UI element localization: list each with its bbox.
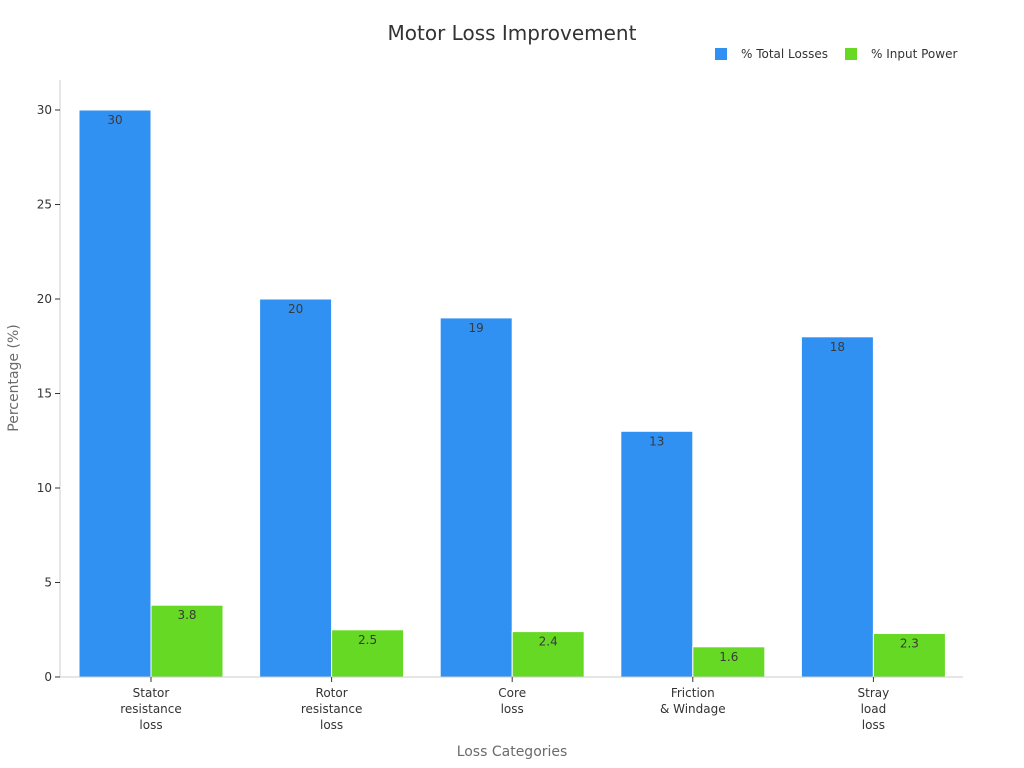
x-tick-label-line: Stray: [858, 686, 890, 700]
bar-input-power-2: [511, 631, 585, 678]
x-tick-label-line: resistance: [120, 702, 182, 716]
x-tick-label-line: & Windage: [660, 702, 726, 716]
legend-label-input-power[interactable]: % Input Power: [871, 47, 957, 61]
bar-total-losses-1: [259, 298, 333, 678]
legend-swatch-total-losses[interactable]: [715, 48, 727, 60]
x-tick-label: Stray load loss: [858, 686, 890, 732]
bar-total-losses-3: [620, 430, 694, 678]
x-tick-label-line: load: [861, 702, 887, 716]
chart-title: Motor Loss Improvement: [388, 21, 637, 45]
bar-input-power-0: [150, 604, 224, 678]
data-label-input-power-4: 2.3: [900, 637, 919, 651]
data-label-total-losses-2: 19: [469, 321, 484, 335]
data-label-input-power-2: 2.4: [539, 635, 558, 649]
y-axis-ticks: 0 5 10 15 20 25 30: [37, 103, 60, 684]
data-label-input-power-3: 1.6: [719, 650, 738, 664]
data-label-total-losses-0: 30: [107, 113, 122, 127]
x-tick-label-line: Friction: [671, 686, 715, 700]
y-tick-label: 5: [44, 576, 52, 590]
data-labels-group: 30 3.8 20 2.5 19 2.4 13 1.6 18 2.3: [107, 113, 919, 664]
y-tick-label: 20: [37, 292, 52, 306]
x-tick-label-line: Core: [498, 686, 526, 700]
x-tick-label-line: loss: [320, 718, 343, 732]
x-tick-label: Friction & Windage: [660, 686, 726, 716]
x-tick-label: Rotor resistance loss: [301, 686, 363, 732]
y-tick-label: 15: [37, 387, 52, 401]
x-tick-label: Stator resistance loss: [120, 686, 182, 732]
x-tick-label-line: loss: [139, 718, 162, 732]
data-label-total-losses-4: 18: [830, 340, 845, 354]
bar-input-power-3: [692, 646, 766, 678]
legend-label-total-losses[interactable]: % Total Losses: [741, 47, 828, 61]
x-tick-label-line: Rotor: [316, 686, 348, 700]
legend-swatch-input-power[interactable]: [845, 48, 857, 60]
y-tick-label: 25: [37, 198, 52, 212]
y-tick-label: 0: [44, 670, 52, 684]
x-tick-label-line: Stator: [133, 686, 170, 700]
data-label-total-losses-1: 20: [288, 302, 303, 316]
x-tick-label-line: resistance: [301, 702, 363, 716]
bar-total-losses-2: [439, 317, 513, 678]
data-label-total-losses-3: 13: [649, 434, 664, 448]
data-label-input-power-0: 3.8: [177, 608, 196, 622]
bars-group: [78, 109, 946, 678]
y-axis-title: Percentage (%): [6, 324, 22, 431]
bar-total-losses-4: [800, 336, 874, 678]
y-tick-label: 10: [37, 481, 52, 495]
data-label-input-power-1: 2.5: [358, 633, 377, 647]
legend: % Total Losses % Input Power: [715, 47, 957, 61]
bar-total-losses-0: [78, 109, 152, 678]
x-tick-label-line: loss: [501, 702, 524, 716]
x-axis-title: Loss Categories: [457, 744, 568, 760]
x-tick-label: Core loss: [498, 686, 526, 716]
x-tick-label-line: loss: [862, 718, 885, 732]
y-tick-label: 30: [37, 103, 52, 117]
bar-input-power-1: [331, 629, 405, 678]
